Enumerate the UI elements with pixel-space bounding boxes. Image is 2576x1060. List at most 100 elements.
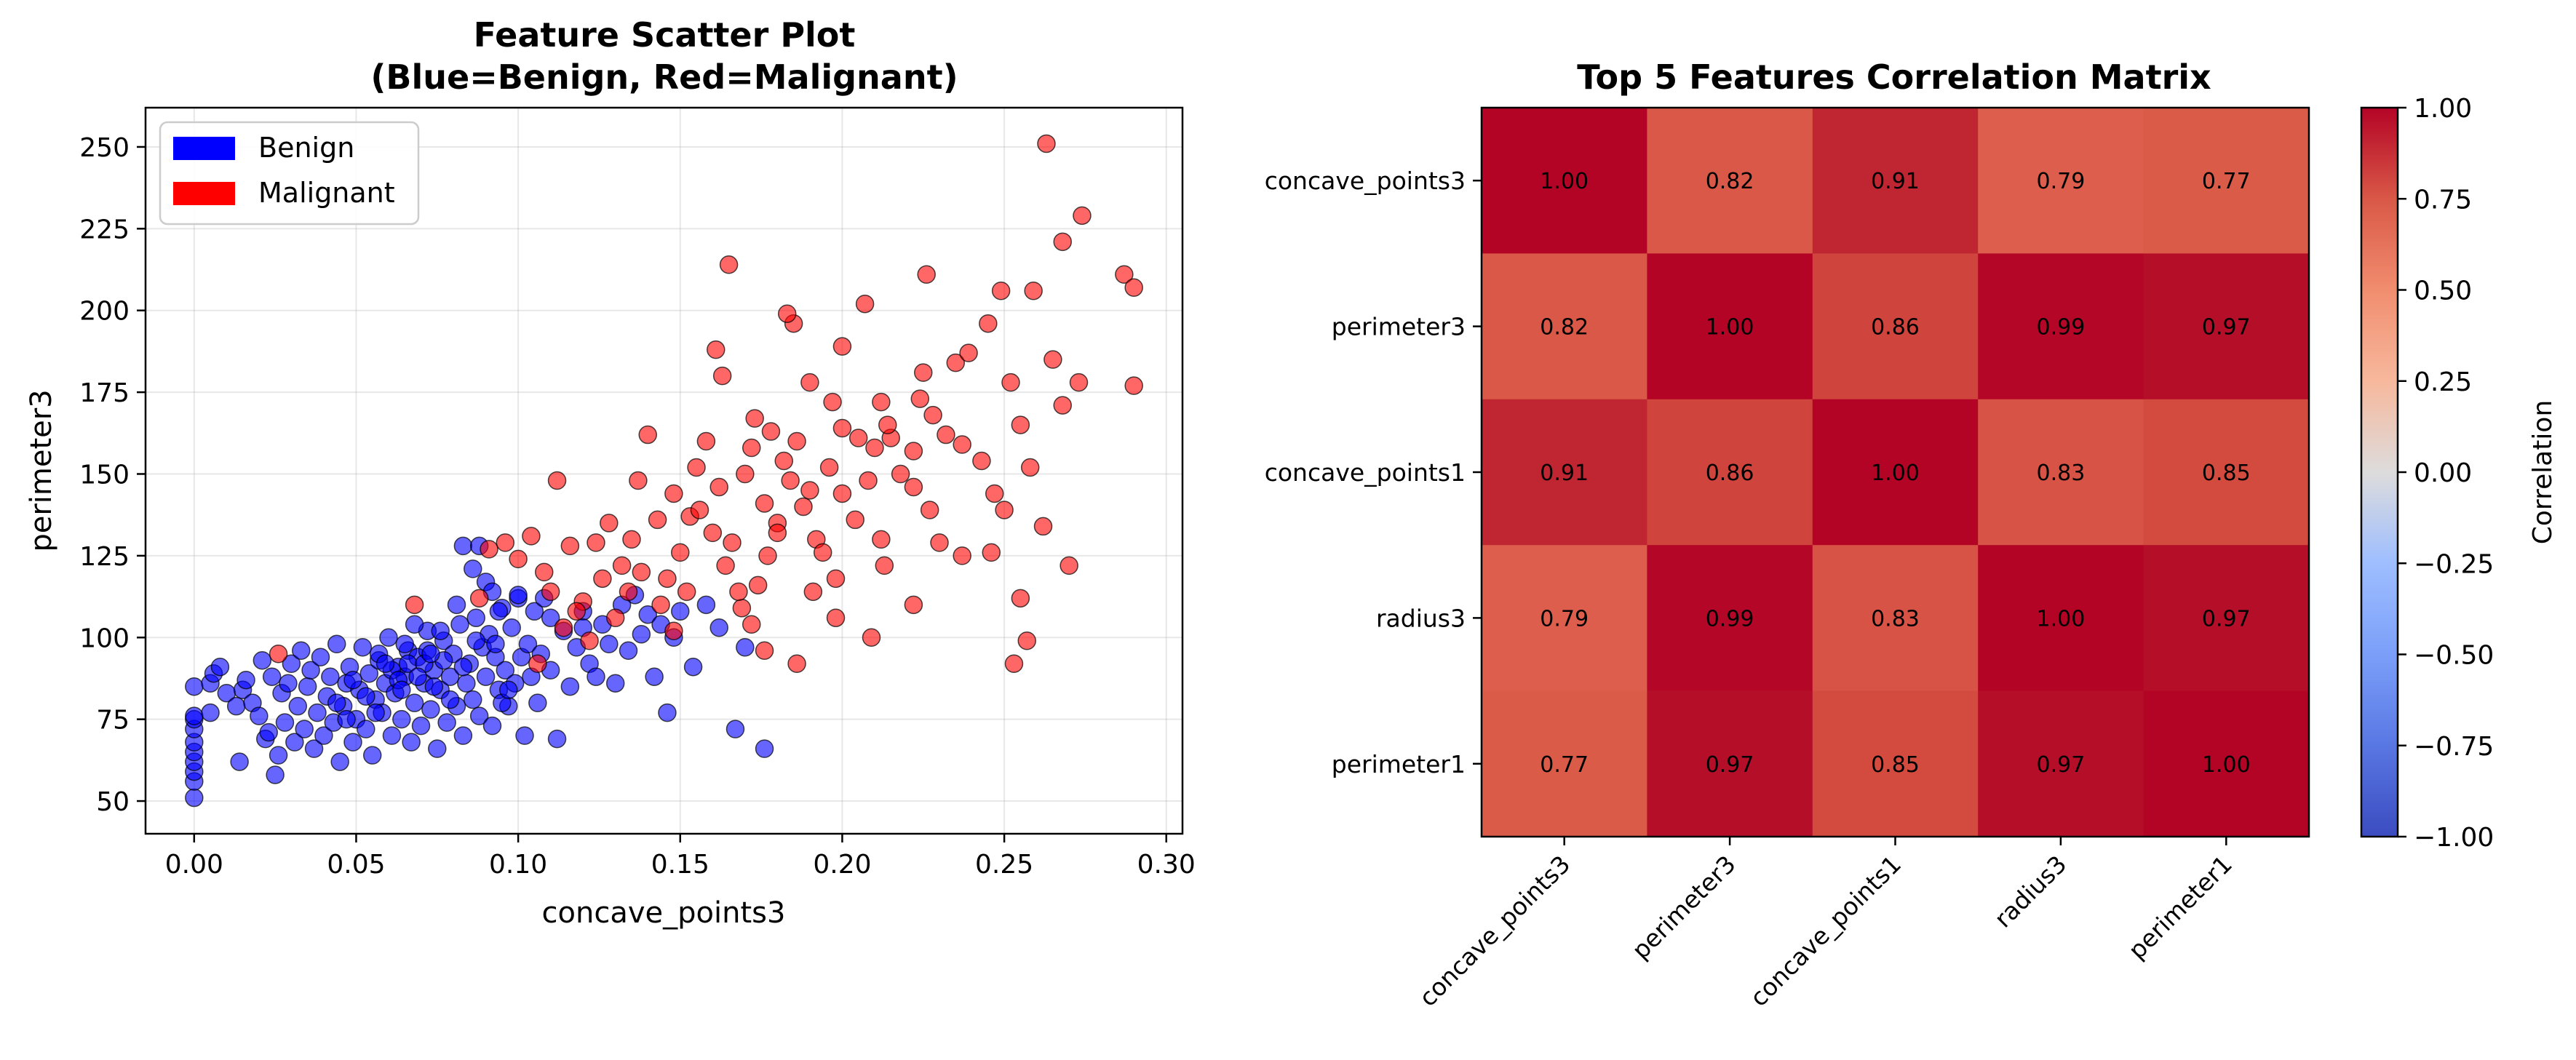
scatter-point-malignant: [755, 494, 774, 513]
scatter-point-malignant: [554, 618, 573, 637]
scatter-legend: Benign Malignant: [159, 121, 420, 226]
heatmap-cell: [1978, 108, 2144, 254]
scatter-point-benign: [726, 720, 745, 738]
scatter-point-malignant: [982, 543, 1001, 562]
scatter-point-malignant: [593, 569, 612, 589]
scatter-point-benign: [683, 657, 703, 677]
scatter-point-benign: [502, 618, 521, 637]
scatter-point-benign: [528, 693, 547, 712]
scatter-point-malignant: [803, 582, 823, 602]
scatter-point-benign: [619, 641, 638, 661]
scatter-point-benign: [253, 650, 272, 670]
scatter-point-malignant: [619, 582, 638, 602]
scatter-point-benign: [266, 765, 285, 784]
scatter-point-benign: [541, 608, 560, 628]
colorbar-label: Correlation: [2528, 400, 2558, 545]
scatter-point-malignant: [629, 471, 648, 490]
scatter-point-benign: [230, 752, 249, 771]
scatter-point-malignant: [832, 418, 852, 438]
scatter-point-benign: [476, 667, 496, 686]
heatmap-cell-value: 0.85: [2202, 461, 2251, 486]
scatter-point-malignant: [736, 464, 755, 484]
y-tick-label: 175: [79, 378, 130, 408]
scatter-point-malignant: [800, 372, 819, 392]
scatter-point-benign: [421, 644, 440, 664]
scatter-point-benign: [560, 677, 580, 696]
scatter-point-malignant: [920, 501, 939, 519]
heatmap-cell-value: 0.83: [1871, 606, 1920, 631]
scatter-point-malignant: [826, 569, 846, 589]
scatter-point-malignant: [729, 582, 748, 602]
scatter-point-malignant: [910, 389, 930, 408]
scatter-point-benign: [282, 654, 301, 673]
scatter-point-malignant: [848, 429, 868, 447]
y-tick-label: 75: [96, 706, 130, 736]
scatter-point-malignant: [1124, 376, 1143, 395]
scatter-point-malignant: [712, 366, 732, 386]
scatter-point-malignant: [748, 575, 768, 595]
scatter-point-malignant: [761, 422, 781, 441]
scatter-point-malignant: [755, 641, 774, 661]
scatter-point-malignant: [1069, 372, 1089, 392]
scatter-point-benign: [343, 733, 362, 752]
scatter-point-benign: [357, 687, 375, 706]
scatter-point-benign: [405, 693, 424, 712]
scatter-point-benign: [671, 602, 690, 621]
scatter-point-benign: [314, 726, 333, 745]
scatter-point-benign: [547, 729, 567, 749]
scatter-point-benign: [755, 739, 774, 758]
scatter-point-malignant: [985, 484, 1004, 503]
scatter-point-malignant: [707, 340, 726, 359]
y-tick-label: 200: [79, 297, 130, 327]
x-tick-label: 0.10: [489, 850, 547, 880]
heatmap-cell: [1812, 253, 1979, 400]
heatmap-cell-value: 0.97: [2037, 752, 2086, 778]
scatter-point-benign: [185, 677, 204, 696]
scatter-point-benign: [709, 618, 728, 637]
heatmap-cell-value: 0.86: [1871, 315, 1920, 340]
scatter-point-malignant: [823, 392, 842, 412]
x-tick-label: 0.25: [975, 850, 1033, 880]
scatter-point-malignant: [742, 438, 761, 458]
heatmap-cell: [1647, 690, 1813, 837]
scatter-point-malignant: [1053, 396, 1072, 415]
scatter-point-malignant: [953, 435, 971, 454]
colorbar-tick-label: −0.75: [2414, 732, 2494, 762]
scatter-point-benign: [301, 661, 320, 680]
heatmap-cell: [2143, 253, 2310, 400]
colorbar-tick-label: −1.00: [2414, 823, 2494, 853]
scatter-point-benign: [482, 716, 502, 736]
scatter-point-benign: [362, 746, 382, 765]
scatter-point-malignant: [865, 438, 884, 458]
scatter-point-malignant: [787, 654, 806, 673]
scatter-point-malignant: [509, 549, 528, 569]
heatmap-cell-value: 0.86: [1706, 461, 1754, 486]
scatter-point-malignant: [534, 562, 554, 582]
scatter-point-benign: [185, 788, 204, 808]
scatter-point-benign: [330, 752, 349, 771]
scatter-point-benign: [405, 615, 424, 634]
scatter-point-malignant: [1024, 281, 1043, 300]
scatter-point-benign: [366, 703, 385, 722]
series-benign: [185, 536, 774, 808]
scatter-point-benign: [437, 713, 456, 732]
scatter-point-malignant: [917, 265, 936, 284]
scatter-point-malignant: [732, 599, 752, 618]
heatmap-cell-value: 0.99: [2037, 315, 2086, 340]
y-tick-label: 100: [79, 623, 130, 653]
scatter-point-malignant: [758, 546, 777, 565]
scatter-point-benign: [343, 670, 362, 690]
scatter-point-malignant: [1073, 206, 1092, 226]
scatter-point-benign: [292, 641, 311, 661]
scatter-point-benign: [658, 703, 677, 722]
scatter-point-benign: [518, 634, 538, 654]
scatter-x-axis-label: concave_points3: [542, 896, 786, 930]
colorbar-tick-label: 0.00: [2414, 458, 2472, 488]
scatter-point-benign: [525, 602, 544, 621]
scatter-point-benign: [645, 667, 664, 686]
scatter-point-benign: [428, 739, 447, 758]
scatter-point-malignant: [664, 621, 683, 641]
scatter-point-malignant: [813, 543, 832, 562]
y-tick-label: 225: [79, 215, 130, 244]
